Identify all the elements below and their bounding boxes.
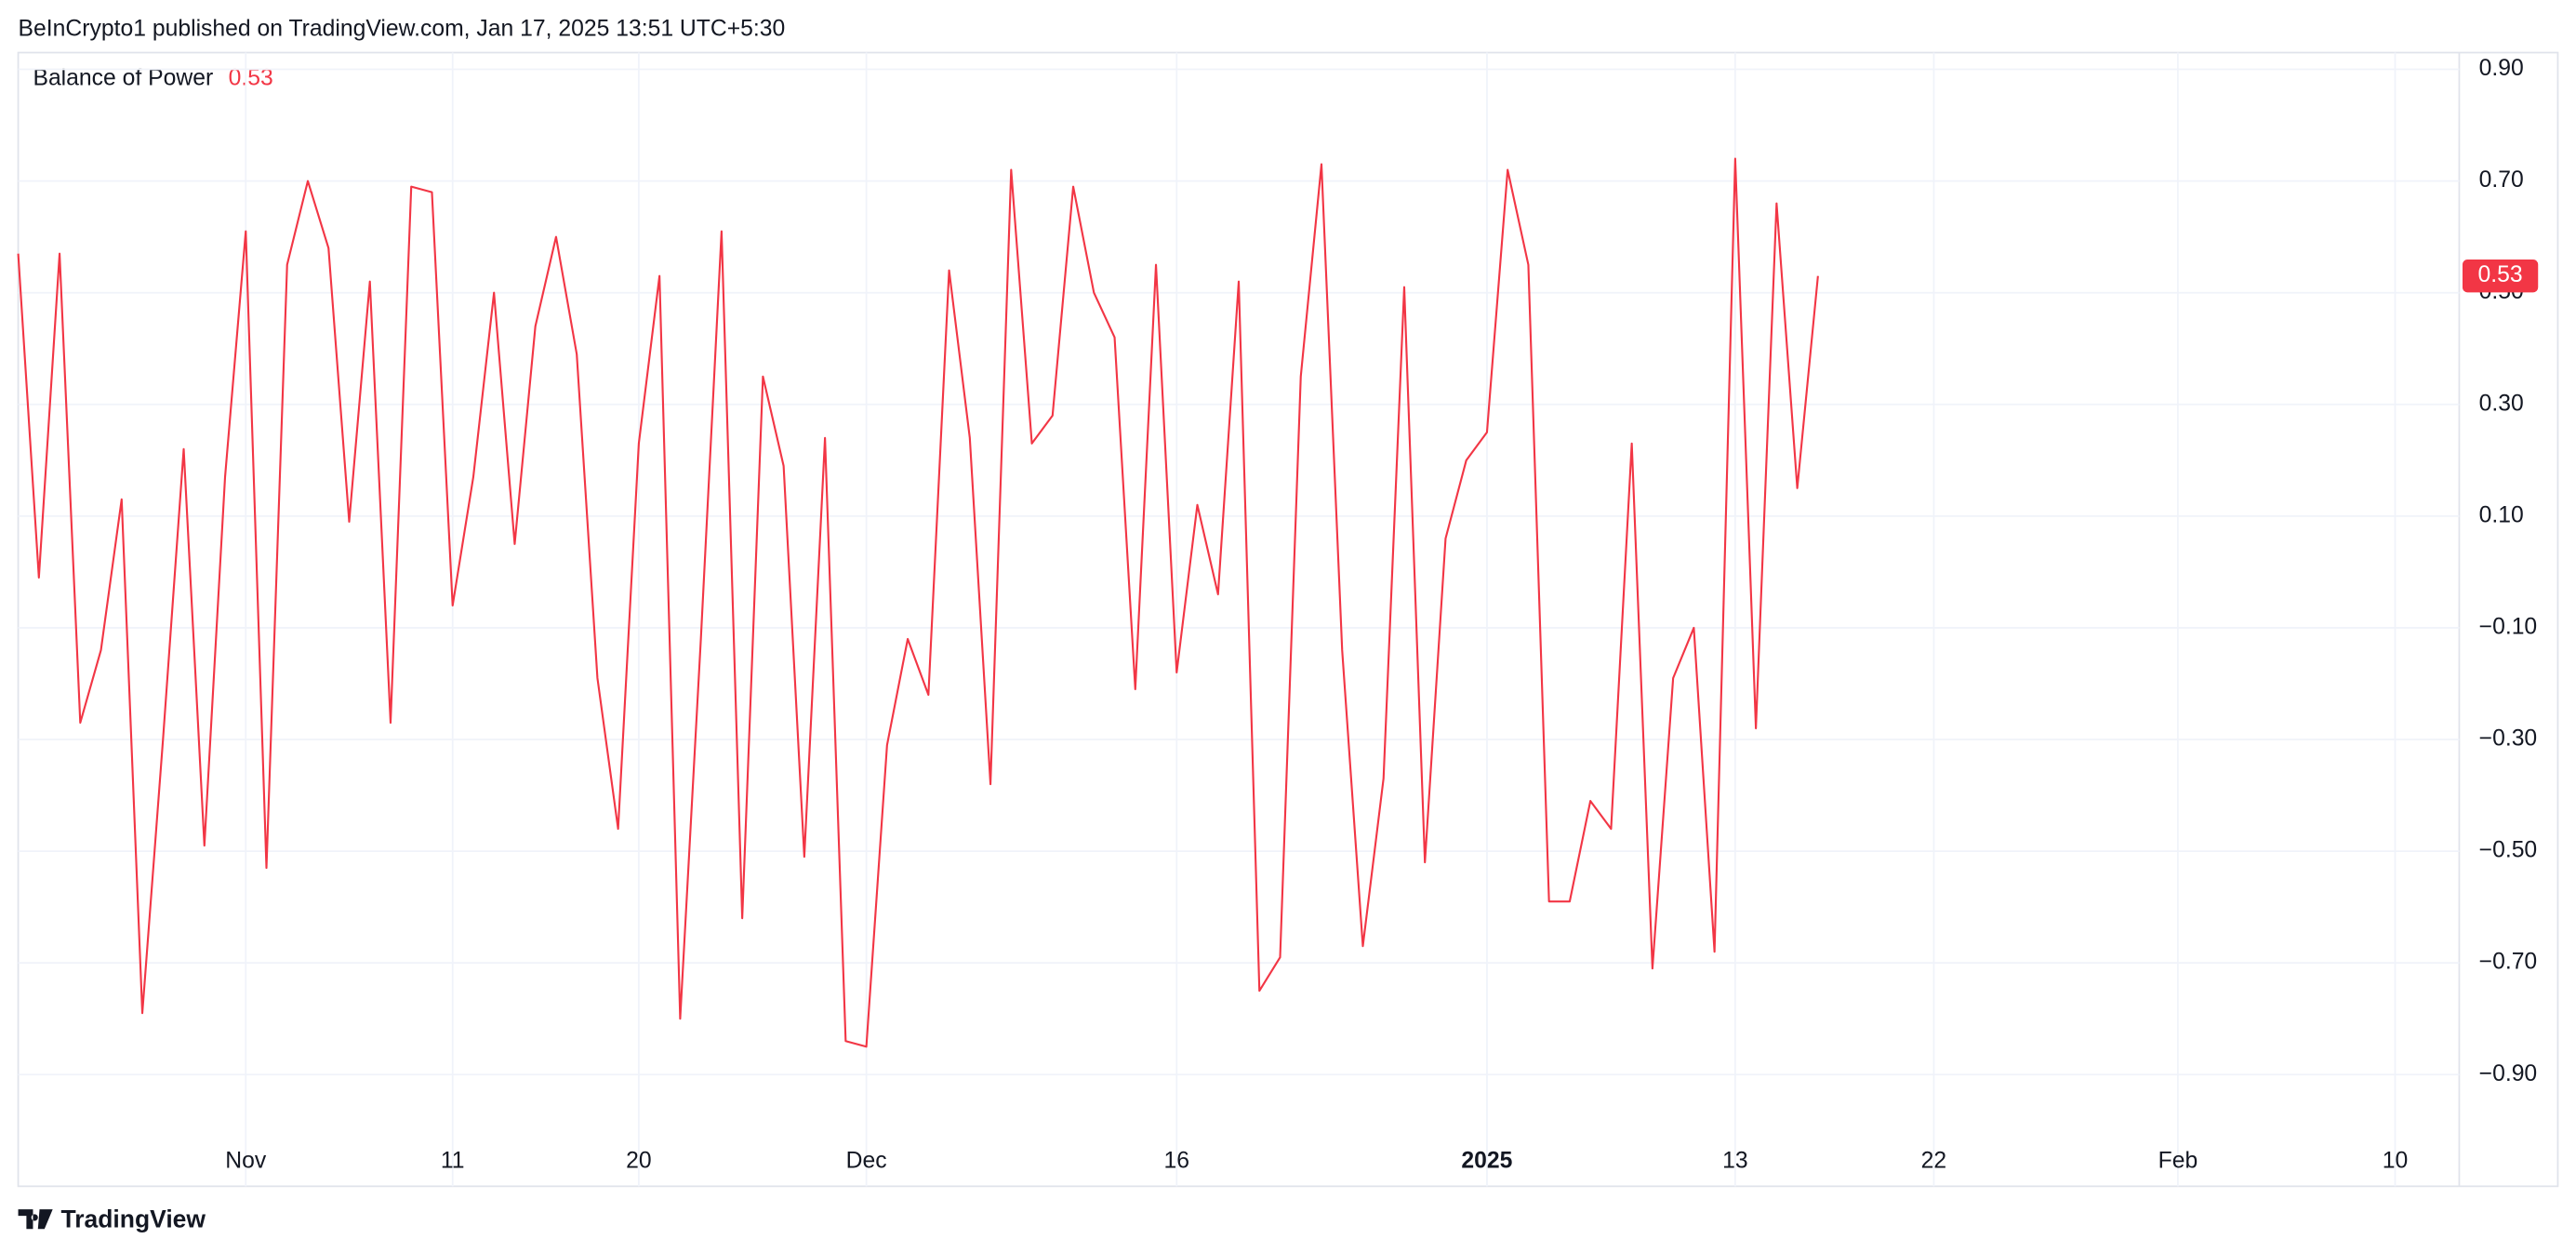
publish-info: BeInCrypto1 published on TradingView.com… (19, 16, 786, 41)
bop-line (17, 157, 1819, 1048)
last-value-label: 0.53 (2478, 262, 2523, 287)
y-tick-label: 0.10 (2479, 502, 2524, 527)
plot-frame (17, 51, 2559, 1188)
logo-icon (18, 1209, 53, 1230)
x-tick-label: Nov (225, 1148, 267, 1173)
x-tick-label: 10 (2383, 1148, 2409, 1173)
x-tick-label: Feb (2158, 1148, 2198, 1173)
plot: 0.900.700.500.300.10−0.10−0.30−0.50−0.70… (17, 52, 2539, 1187)
y-tick-label: −0.70 (2479, 950, 2538, 975)
y-tick-label: 0.90 (2479, 56, 2524, 81)
y-tick-label: 0.70 (2479, 167, 2524, 193)
x-tick-label: 11 (441, 1148, 465, 1173)
y-tick-label: −0.30 (2479, 726, 2538, 752)
x-tick-label: 2025 (1461, 1148, 1512, 1173)
last-value-badge (2462, 260, 2539, 293)
y-tick-label: 0.30 (2479, 391, 2524, 416)
tv-logo: TradingView (18, 1205, 206, 1232)
y-tick-label: −0.50 (2479, 838, 2538, 863)
brand: TradingView (60, 1205, 206, 1232)
x-tick-label: 22 (1921, 1148, 1947, 1173)
x-tick-label: Dec (846, 1148, 887, 1173)
x-tick-label: 16 (1164, 1148, 1190, 1173)
x-tick-label: 20 (626, 1148, 652, 1173)
y-tick-label: −0.10 (2479, 614, 2538, 639)
y-tick-label: −0.90 (2479, 1061, 2538, 1086)
x-tick-label: 13 (1722, 1148, 1748, 1173)
